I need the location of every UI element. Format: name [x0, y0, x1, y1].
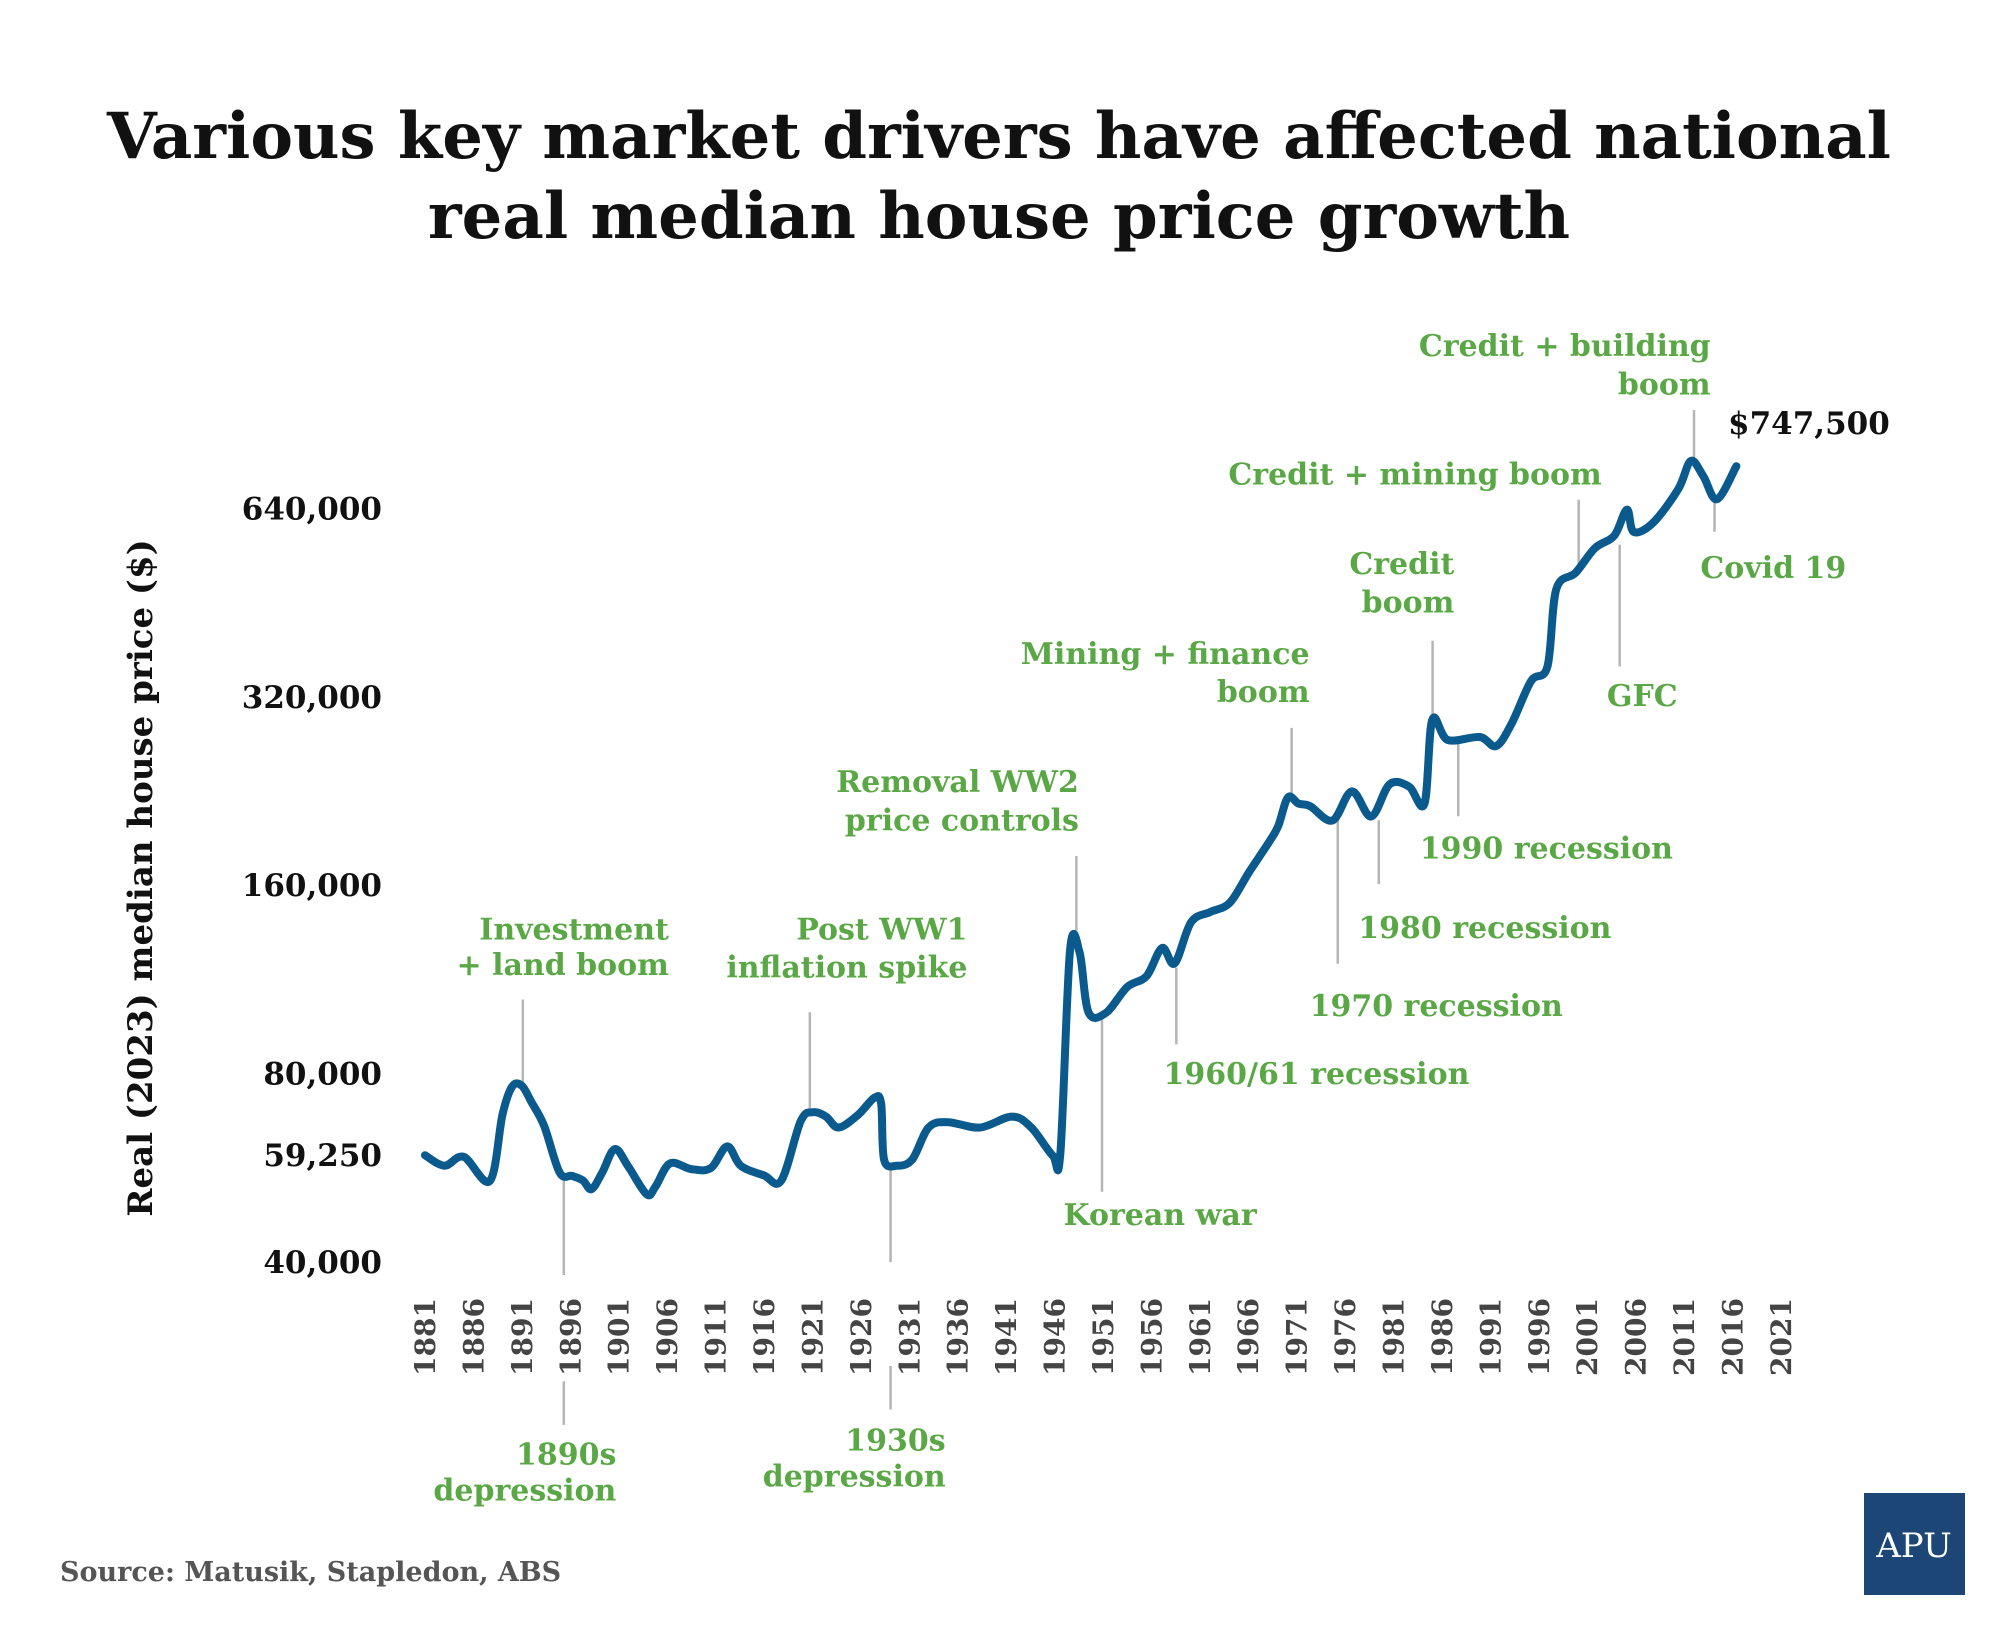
annotation-label: 1930s [845, 1424, 945, 1459]
x-tick-label: 1971 [1281, 1298, 1314, 1376]
annotation-label: Credit [1349, 547, 1454, 582]
annotation-label: Covid 19 [1700, 551, 1846, 586]
x-tick-label: 1976 [1329, 1298, 1362, 1376]
annotation-label: boom [1618, 368, 1711, 403]
annotation-label: + land boom [457, 948, 670, 983]
y-tick-labels: 640,000 320,000 160,000 80,000 40,000 [242, 491, 382, 1281]
x-tick-label: 2001 [1571, 1298, 1604, 1376]
x-tick-label: 1956 [1135, 1298, 1168, 1376]
price-series-line [421, 456, 1741, 1200]
annotation-label: Removal WW2 [836, 765, 1079, 800]
annotation-label: GFC [1607, 679, 1678, 714]
x-tick-label: 1966 [1232, 1298, 1265, 1376]
x-tick-label: 1986 [1426, 1298, 1459, 1376]
chart-title-line-2: real median house price growth [428, 179, 1570, 254]
x-tick-label: 2006 [1620, 1298, 1653, 1376]
annotation-label: Korean war [1064, 1198, 1258, 1233]
y-tick-label: 640,000 [242, 491, 382, 527]
y-tick-label: 160,000 [242, 868, 382, 904]
x-tick-label: 1891 [506, 1298, 539, 1376]
chart-title-line-1: Various key market drivers have affected… [106, 99, 1891, 174]
x-tick-label: 1951 [1087, 1298, 1120, 1376]
x-tick-label: 1961 [1184, 1298, 1217, 1376]
x-tick-labels: 1881 1886 1891 1896 1901 1906 1911 1916 1921 1926… [409, 1298, 1798, 1376]
annotation-label: Credit + building [1419, 329, 1711, 364]
x-tick-label: 1991 [1474, 1298, 1507, 1376]
annotation-label: Post WW1 [796, 912, 967, 947]
x-tick-label: 1881 [409, 1298, 442, 1376]
x-tick-label: 1911 [700, 1298, 733, 1376]
annotation-label: inflation spike [726, 951, 967, 986]
x-tick-label: 1906 [651, 1298, 684, 1376]
x-tick-label: 1936 [942, 1298, 975, 1376]
source-note: Source: Matusik, Stapledon, ABS [60, 1557, 561, 1588]
annotation-label: 1980 recession [1358, 911, 1611, 946]
x-tick-label: 1981 [1378, 1298, 1411, 1376]
annotation-label: 1970 recession [1310, 989, 1563, 1024]
annotation-label: price controls [845, 803, 1079, 838]
annotation-label: 1960/61 recession [1164, 1057, 1470, 1092]
x-tick-label: 1901 [603, 1298, 636, 1376]
x-tick-label: 1941 [990, 1298, 1023, 1376]
start-value-label: 59,250 [263, 1138, 382, 1174]
y-axis-title: Real (2023) median house price ($) [121, 539, 161, 1217]
y-tick-label: 40,000 [263, 1245, 382, 1281]
annotation-label: Investment [479, 912, 669, 947]
y-tick-label: 320,000 [242, 680, 382, 716]
x-tick-label: 1921 [796, 1298, 829, 1376]
x-tick-label: 1946 [1039, 1298, 1072, 1376]
annotation-label: Mining + finance [1021, 637, 1310, 672]
x-tick-label: 2021 [1765, 1298, 1798, 1376]
x-tick-label: 1926 [845, 1298, 878, 1376]
x-tick-label: 1886 [457, 1298, 490, 1376]
x-tick-label: 2011 [1668, 1298, 1701, 1376]
x-tick-label: 1996 [1523, 1298, 1556, 1376]
annotation-label: depression [763, 1459, 946, 1494]
annotation-label: depression [433, 1474, 616, 1509]
annotation-label: boom [1217, 675, 1310, 710]
x-tick-label: 2016 [1716, 1298, 1749, 1376]
x-tick-label: 1931 [893, 1298, 926, 1376]
end-value-label: $747,500 [1728, 406, 1890, 442]
apu-logo [1864, 1493, 1965, 1595]
annotation-leaders [521, 410, 1716, 1425]
apu-logo-text: APU [1875, 1526, 1952, 1566]
annotation-label: 1990 recession [1420, 832, 1673, 867]
y-tick-label: 80,000 [263, 1057, 382, 1093]
x-tick-label: 1916 [748, 1298, 781, 1376]
annotation-label: 1890s [516, 1438, 616, 1473]
annotation-label: boom [1362, 586, 1455, 621]
annotation-label: Credit + mining boom [1228, 457, 1602, 492]
annotations: Investment+ land boom Post WW1 inflation s… [433, 329, 1846, 1508]
x-tick-label: 1896 [554, 1298, 587, 1376]
